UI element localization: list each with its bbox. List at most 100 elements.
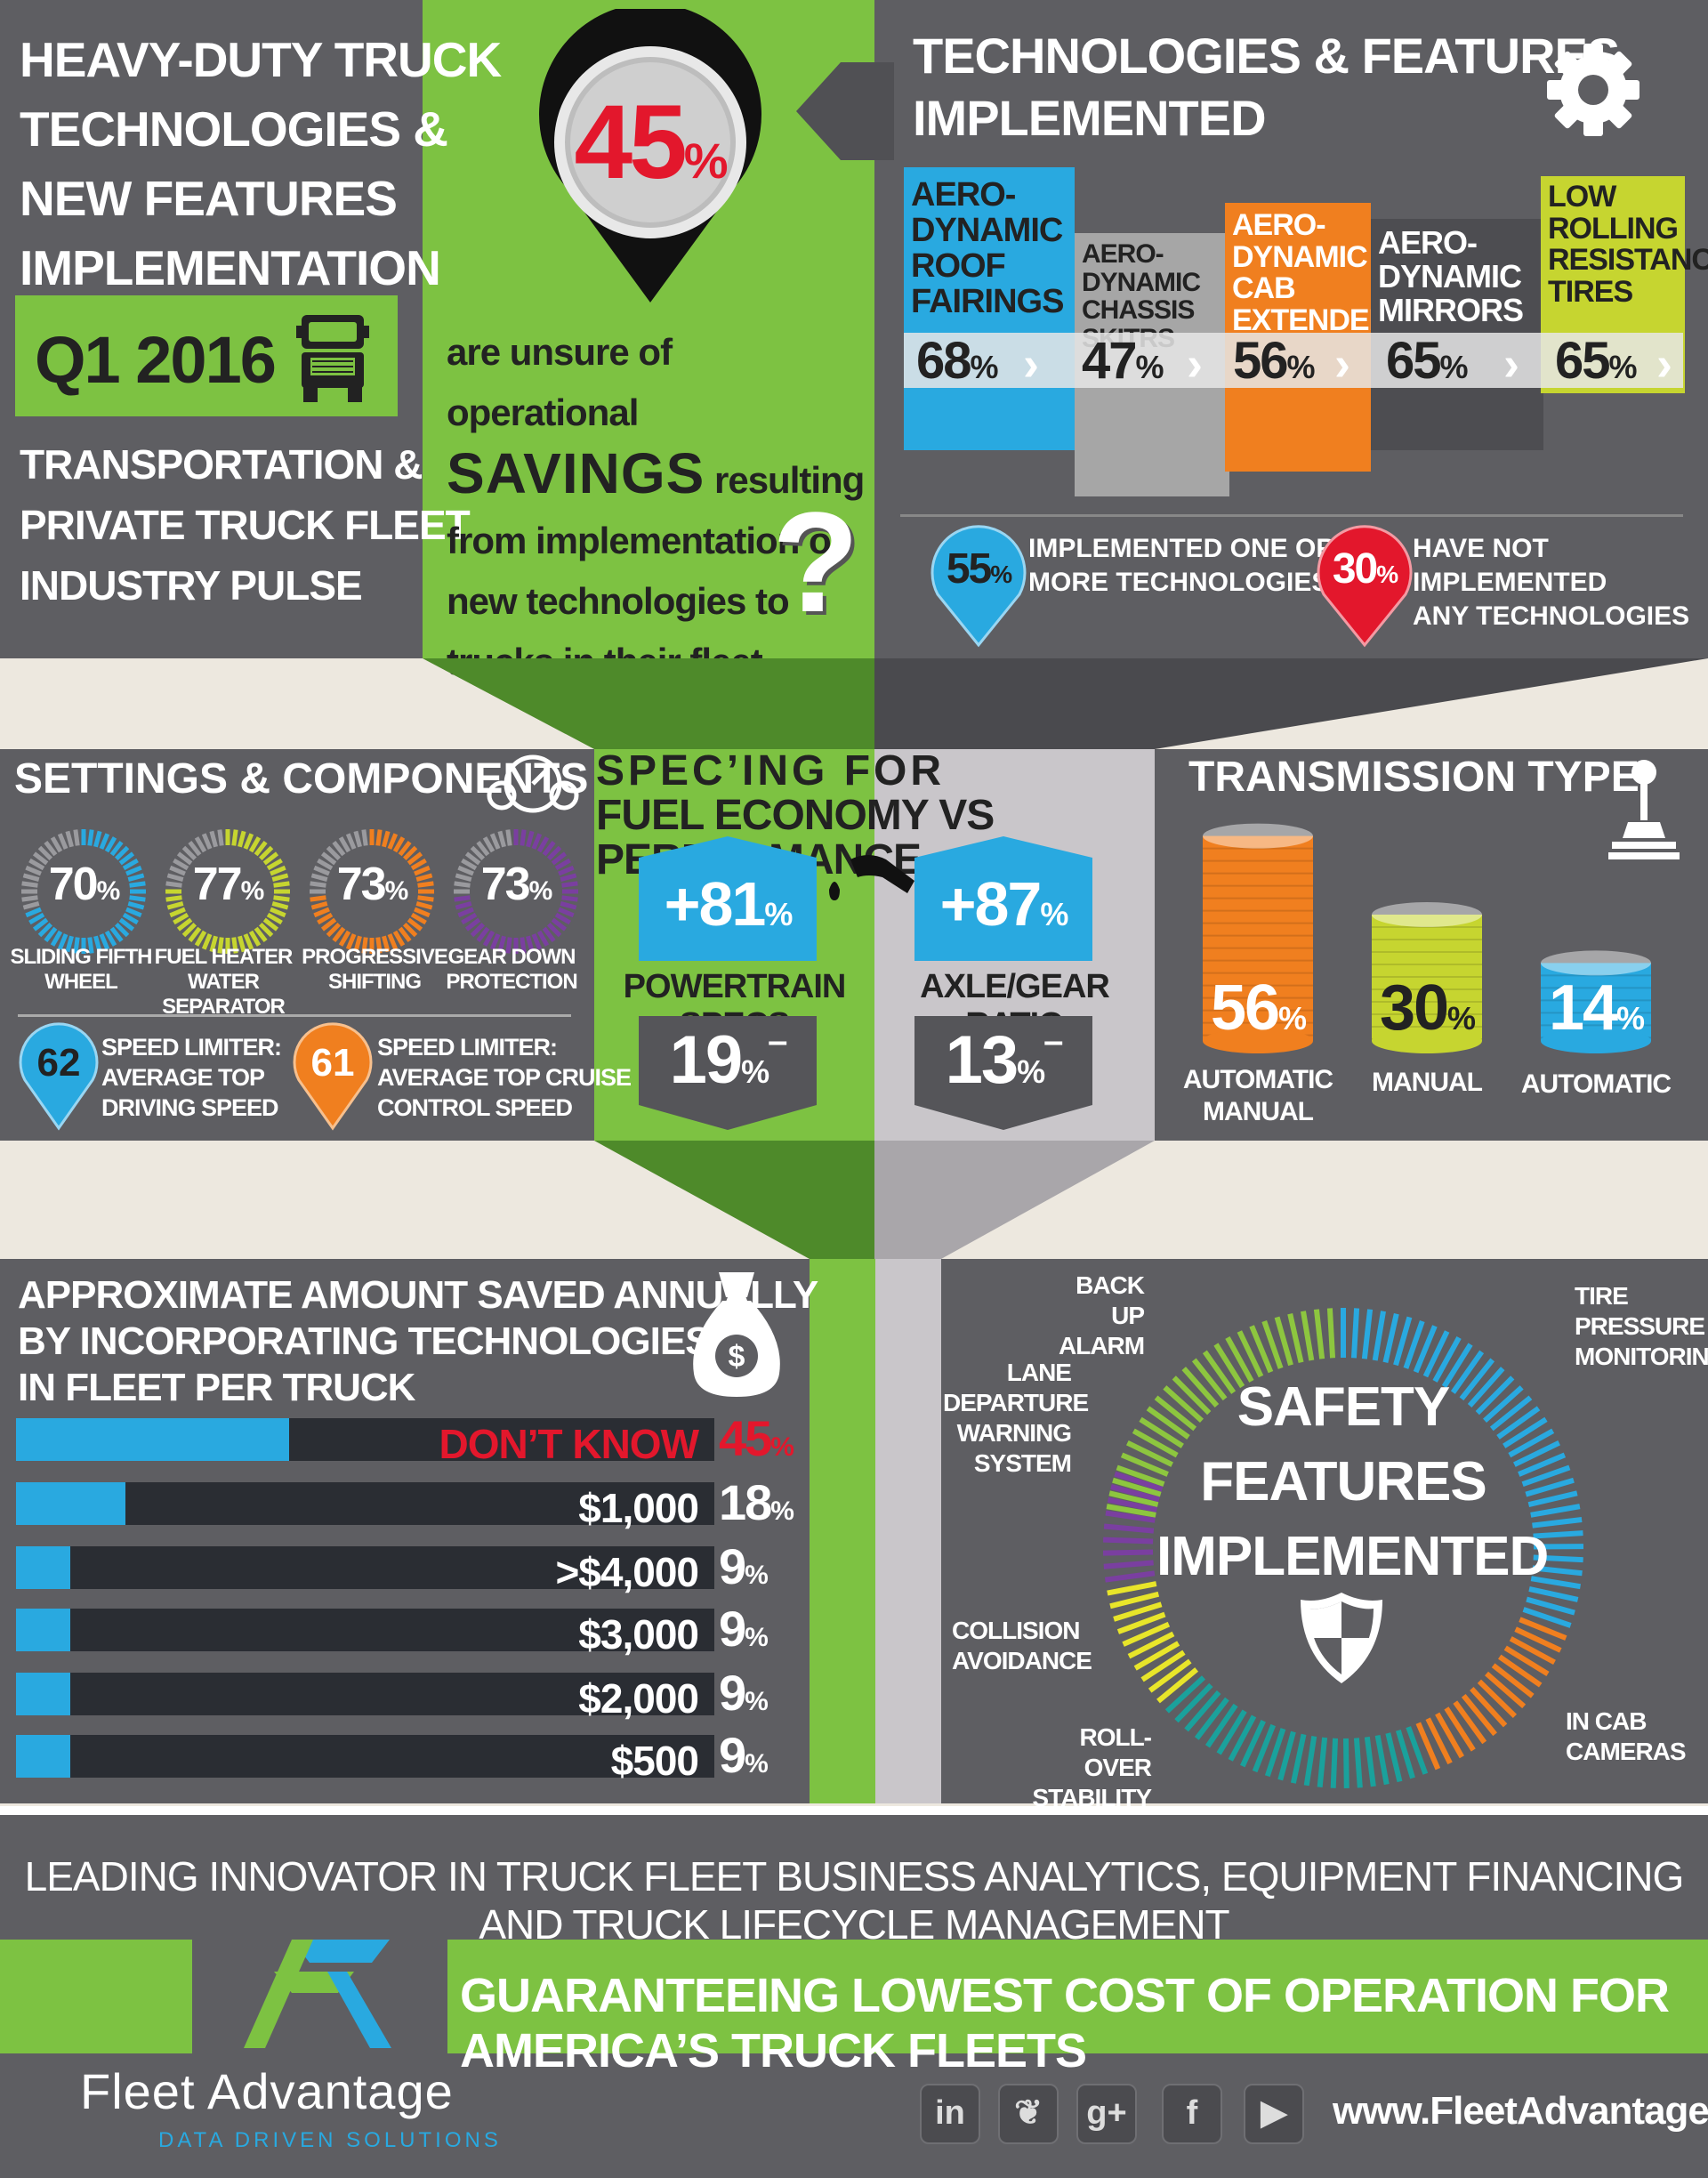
savings-label: $2,000 <box>578 1675 699 1722</box>
safety-tick <box>1514 1626 1562 1653</box>
transmission-cylinders <box>1203 823 1651 1053</box>
google-plus-icon[interactable]: g+ <box>1076 2084 1137 2144</box>
ring-tick <box>50 930 63 947</box>
cylinder-base <box>1203 1028 1313 1053</box>
cylinder-body <box>1541 963 1651 1041</box>
savings-percentage: 9% <box>719 1665 769 1721</box>
safety-tick <box>1527 1490 1578 1508</box>
safety-tick <box>1126 1440 1173 1467</box>
settings-title: SETTINGS & COMPONENTS <box>14 755 589 803</box>
ring-tick <box>254 840 268 857</box>
ring-tick <box>482 930 495 947</box>
ring-tick <box>87 829 94 846</box>
ring-tick <box>403 923 418 938</box>
ring-tick <box>217 829 224 846</box>
ring-tick <box>410 858 427 871</box>
safety-tick <box>1184 1690 1221 1732</box>
ring-tick <box>166 873 184 882</box>
savings-bar-fill <box>16 1673 71 1715</box>
ring-tick <box>201 933 213 950</box>
safety-tick <box>1459 1358 1495 1401</box>
savings-bar-fill <box>16 1609 71 1651</box>
safety-tick <box>1116 1464 1165 1488</box>
tech-label: LOWROLLINGRESISTANCETIRES <box>1548 180 1708 310</box>
safety-tick <box>1146 1406 1190 1440</box>
facebook-icon[interactable]: f <box>1162 2084 1222 2144</box>
safety-tick <box>1532 1565 1583 1577</box>
safety-tick <box>1261 1320 1284 1369</box>
ring-tick <box>332 840 346 857</box>
safety-tick <box>1116 1611 1166 1634</box>
safety-tick <box>1107 1496 1157 1512</box>
transmission-title: TRANSMISSION TYPE <box>1188 754 1640 801</box>
tech-label: AERO- DYNAMIC ROOF FAIRINGS <box>911 176 1064 320</box>
safety-tick <box>1103 1560 1154 1569</box>
transmission-label: AUTOMATIC <box>1520 1069 1672 1099</box>
safety-tick <box>1372 1311 1386 1361</box>
ring-tick <box>326 845 341 860</box>
limiter-cruise-label: SPEED LIMITER: AVERAGE TOP CRUISE CONTROL … <box>377 1034 632 1121</box>
safety-tick <box>1172 1375 1212 1416</box>
safety-tick <box>1103 1537 1154 1545</box>
ring-tick <box>129 881 146 888</box>
ring-percentage: 73% <box>480 859 553 910</box>
safety-tick <box>1139 1416 1184 1448</box>
ring-tick <box>547 845 562 860</box>
ring-tick <box>165 895 182 902</box>
ring-tick <box>407 851 423 866</box>
ring-tick <box>127 873 145 882</box>
ring-tick <box>73 829 80 846</box>
tech-percent: 47% <box>1082 332 1164 390</box>
safety-tick <box>1533 1554 1583 1563</box>
safety-tick <box>1102 1549 1154 1556</box>
ring-tick <box>520 829 527 846</box>
safety-tick <box>1103 1523 1155 1534</box>
blue-pin-icon <box>931 525 1027 648</box>
safety-title: SAFETY FEATURES IMPLEMENTED <box>1156 1376 1549 1587</box>
safety-tick <box>1453 1700 1487 1745</box>
ring-percentage: 77% <box>192 859 265 910</box>
ring-tick <box>65 830 74 848</box>
footer-tagline: LEADING INNOVATOR IN TRUCK FLEET BUSINES… <box>24 1853 1685 1948</box>
ring-tick <box>115 923 130 938</box>
red-pin-icon <box>1317 525 1413 648</box>
ring-tick <box>497 830 506 848</box>
linkedin-icon[interactable]: in <box>920 2084 980 2144</box>
safety-tick <box>1113 1601 1163 1622</box>
ring-tick <box>122 912 139 925</box>
website-link[interactable]: www.FleetAdvantage.net <box>1333 2089 1708 2133</box>
safety-label-collision: COLLISION AVOIDANCE <box>952 1617 1092 1674</box>
safety-tick <box>1104 1570 1156 1583</box>
ring-tick <box>125 865 142 876</box>
ring-tick <box>387 833 399 850</box>
ring-tick <box>505 829 512 846</box>
twitter-icon[interactable]: ❦ <box>998 2084 1059 2144</box>
youtube-icon[interactable]: ▶ <box>1244 2084 1304 2144</box>
safety-tick <box>1533 1530 1583 1539</box>
ring-label: PROGRESSIVE SHIFTING <box>302 945 448 994</box>
transmission-percentage: 14% <box>1548 972 1645 1044</box>
ring-tick <box>238 830 246 848</box>
safety-tick <box>1496 1406 1541 1440</box>
ring-tick <box>310 873 328 882</box>
ring-tick <box>21 881 38 888</box>
ring-tick <box>165 881 182 888</box>
banner-text: GUARANTEEING LOWEST COST OF OPERATION FO… <box>460 1969 1670 2077</box>
ring-tick <box>457 907 474 918</box>
safety-tick <box>1461 1693 1497 1737</box>
safety-tick <box>1509 1636 1556 1666</box>
savings-percentage: 18% <box>719 1474 794 1530</box>
ring-tick <box>87 937 94 954</box>
safety-tick <box>1237 1330 1264 1378</box>
safety-tick <box>1127 1631 1175 1659</box>
question-mark: ? <box>772 482 859 641</box>
ring-tick <box>310 901 328 910</box>
ring-tick <box>320 917 337 932</box>
ring-tick <box>313 907 330 918</box>
location-pin-icon <box>539 9 761 302</box>
savings-label: $3,000 <box>578 1611 699 1658</box>
safety-tick <box>1303 1736 1317 1787</box>
safety-tick <box>1491 1663 1535 1698</box>
savings-row: >$4,000 <box>16 1546 714 1595</box>
gear-shift-icon <box>1608 760 1680 859</box>
